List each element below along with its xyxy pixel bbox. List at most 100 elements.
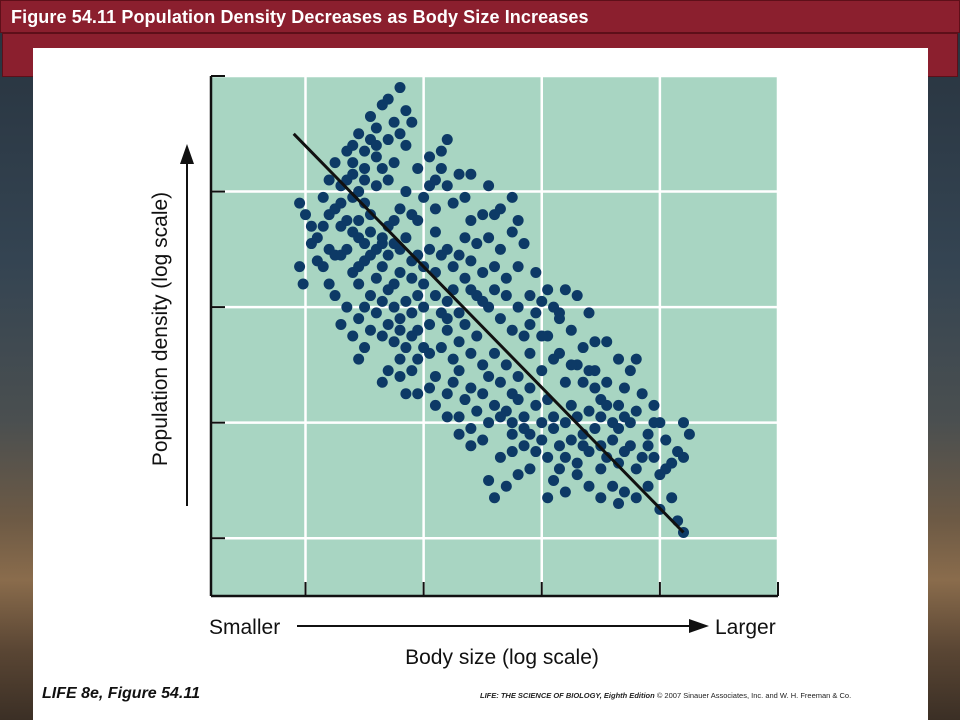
data-point <box>648 451 660 463</box>
data-point <box>341 243 353 255</box>
data-point <box>353 261 365 273</box>
data-point <box>441 243 453 255</box>
data-point <box>353 313 365 325</box>
data-point <box>565 399 577 411</box>
data-point <box>441 295 453 307</box>
data-point <box>388 214 400 226</box>
data-point <box>565 359 577 371</box>
data-point <box>353 214 365 226</box>
data-point <box>376 295 388 307</box>
data-point <box>370 139 382 151</box>
data-point <box>406 307 418 319</box>
data-point <box>601 376 613 388</box>
data-point <box>530 307 542 319</box>
data-point <box>613 422 625 434</box>
data-point <box>294 197 306 209</box>
data-point <box>477 209 489 221</box>
data-point <box>613 457 625 469</box>
data-point <box>595 492 607 504</box>
data-point <box>630 405 642 417</box>
copyright-line: LIFE: THE SCIENCE OF BIOLOGY, Eighth Edi… <box>480 691 851 700</box>
data-point <box>512 214 524 226</box>
y-axis-label: Population density (log scale) <box>149 192 172 466</box>
data-point <box>353 278 365 290</box>
data-point <box>418 301 430 313</box>
data-point <box>536 365 548 377</box>
data-point <box>477 388 489 400</box>
data-point <box>424 243 436 255</box>
data-point <box>394 82 406 94</box>
data-point <box>618 411 630 423</box>
data-point <box>297 278 309 290</box>
data-point <box>465 214 477 226</box>
data-point <box>489 284 500 296</box>
data-point <box>589 422 601 434</box>
data-point <box>394 266 406 278</box>
x-axis-arrowhead <box>689 619 709 633</box>
data-point <box>559 417 571 429</box>
data-point <box>323 174 335 186</box>
data-point <box>347 157 359 169</box>
data-point <box>453 307 465 319</box>
data-point <box>370 122 382 134</box>
data-point <box>382 284 394 296</box>
data-point <box>370 272 382 284</box>
data-point <box>359 342 371 354</box>
data-point <box>500 480 512 492</box>
data-point <box>459 191 471 203</box>
data-point <box>542 451 554 463</box>
data-point <box>571 469 583 481</box>
data-point <box>294 261 306 273</box>
plot-background <box>211 76 778 596</box>
data-point <box>453 168 465 180</box>
data-point <box>382 174 394 186</box>
data-point <box>300 209 311 221</box>
data-point <box>382 365 394 377</box>
data-point <box>536 434 548 446</box>
x-axis-max-label: Larger <box>715 616 776 639</box>
data-point <box>400 295 412 307</box>
data-point <box>459 272 471 284</box>
data-point <box>630 463 642 475</box>
data-point <box>548 474 560 486</box>
data-point <box>559 284 571 296</box>
data-point <box>459 232 471 244</box>
data-point <box>683 428 695 440</box>
data-point <box>589 365 601 377</box>
data-point <box>642 440 654 452</box>
data-points <box>294 82 695 538</box>
data-point <box>359 162 371 174</box>
data-point <box>559 486 571 498</box>
data-point <box>376 238 388 250</box>
data-point <box>418 278 430 290</box>
data-point <box>589 336 601 348</box>
data-point <box>536 295 548 307</box>
data-point <box>553 307 565 319</box>
data-point <box>565 434 577 446</box>
data-point <box>441 313 453 325</box>
data-point <box>500 272 512 284</box>
data-point <box>672 446 684 458</box>
data-point <box>388 301 400 313</box>
data-point <box>341 301 353 313</box>
data-point <box>613 498 625 510</box>
data-point <box>394 324 406 336</box>
data-point <box>376 330 388 342</box>
data-point <box>618 382 630 394</box>
data-point <box>406 116 418 128</box>
data-point <box>506 191 518 203</box>
data-point <box>553 347 565 359</box>
data-point <box>494 411 506 423</box>
scatter-chart: Population density (log scale) Smaller L… <box>149 74 780 669</box>
data-point <box>370 307 382 319</box>
data-point <box>483 370 495 382</box>
data-point <box>447 261 459 273</box>
data-point <box>660 463 672 475</box>
figure-citation: LIFE 8e, Figure 54.11 <box>42 685 200 702</box>
data-point <box>347 168 359 180</box>
data-point <box>512 370 524 382</box>
data-point <box>359 238 371 250</box>
data-point <box>583 405 595 417</box>
data-point <box>489 399 500 411</box>
data-point <box>376 261 388 273</box>
